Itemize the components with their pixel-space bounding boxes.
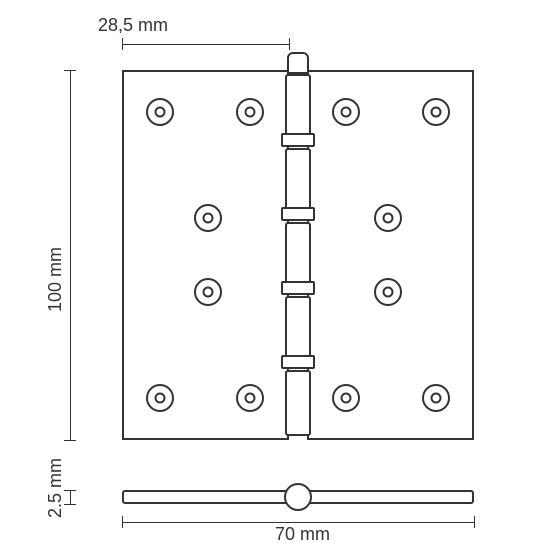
screw-hole	[146, 384, 174, 412]
dim-tick	[289, 38, 290, 50]
dim-label-full-width: 70 mm	[275, 524, 330, 545]
screw-hole	[236, 98, 264, 126]
dim-label-leaf-width: 28,5 mm	[98, 15, 168, 36]
dim-label-height: 100 mm	[45, 247, 66, 312]
knuckle-ring	[281, 355, 315, 369]
dim-tick	[64, 70, 76, 71]
dim-label-thickness: 2.5 mm	[45, 458, 66, 518]
screw-hole	[374, 204, 402, 232]
dim-tick	[64, 440, 76, 441]
dim-line	[122, 44, 289, 45]
knuckle-ring	[281, 133, 315, 147]
dim-tick	[122, 516, 123, 528]
screw-hole	[146, 98, 174, 126]
hinge-leaf-right	[307, 70, 474, 440]
screw-hole	[332, 98, 360, 126]
dim-line	[70, 490, 71, 504]
knuckle-segment	[285, 74, 311, 140]
dim-line	[122, 522, 474, 523]
knuckle-segment	[285, 148, 311, 214]
hinge-diagram: 28,5 mm 100 mm 2.5 mm 70 mm	[0, 0, 551, 551]
screw-hole	[332, 384, 360, 412]
pin-top	[287, 52, 309, 74]
dim-tick	[474, 516, 475, 528]
knuckle-segment	[285, 296, 311, 362]
dim-line	[70, 70, 71, 440]
screw-hole	[422, 98, 450, 126]
screw-hole	[374, 278, 402, 306]
side-view-ball	[284, 483, 312, 511]
knuckle-segment	[285, 370, 311, 436]
screw-hole	[194, 278, 222, 306]
knuckle-segment	[285, 222, 311, 288]
knuckle-ring	[281, 207, 315, 221]
screw-hole	[194, 204, 222, 232]
screw-hole	[422, 384, 450, 412]
screw-hole	[236, 384, 264, 412]
hinge-leaf-left	[122, 70, 289, 440]
dim-tick	[122, 38, 123, 50]
knuckle-ring	[281, 281, 315, 295]
